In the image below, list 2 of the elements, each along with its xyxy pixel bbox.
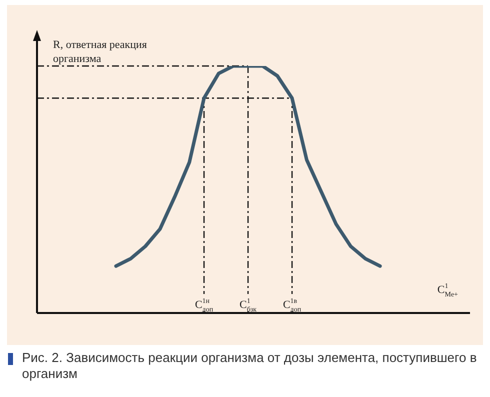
y-axis-title: R, ответная реакция организма (53, 39, 147, 65)
text: Рис. 2. Зависимость реакции организма от дозы элемента, поступившего в организм (22, 350, 478, 382)
